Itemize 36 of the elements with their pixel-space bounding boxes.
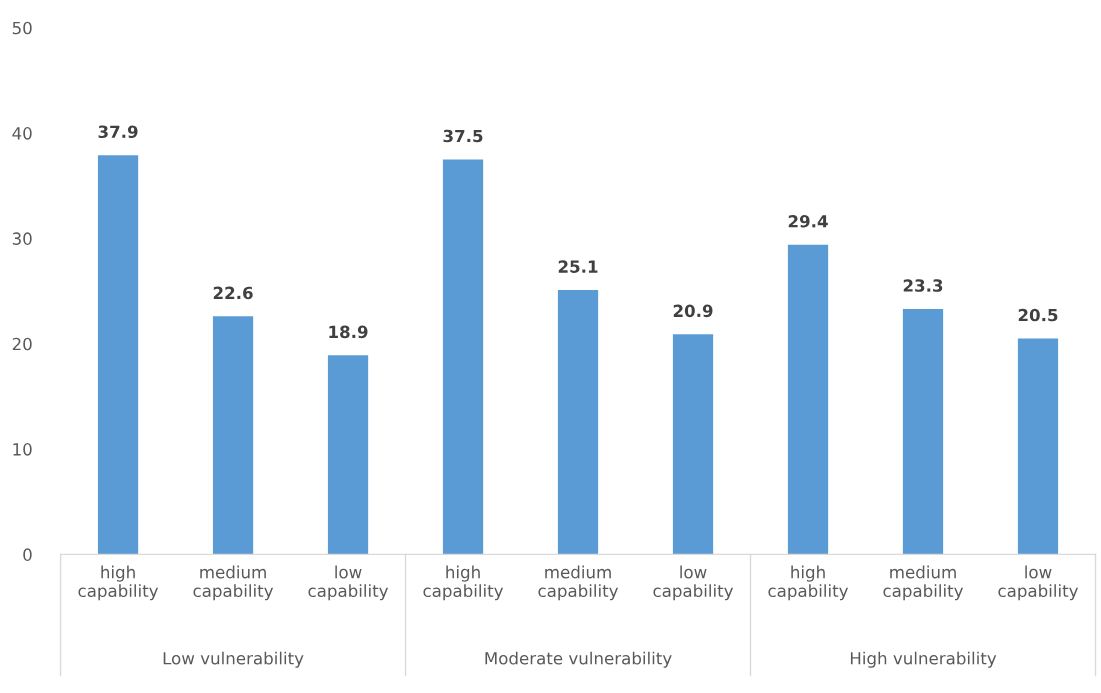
y-tick-label: 40: [12, 127, 32, 140]
data-label: 37.9: [98, 125, 138, 139]
y-tick-label: 50: [12, 21, 32, 35]
x-tick-label: medium capability: [538, 565, 619, 601]
bar: [97, 155, 139, 555]
data-label: 23.3: [903, 279, 943, 292]
x-tick-label: high capability: [78, 565, 159, 601]
text: High vulnerability: [850, 651, 997, 668]
text: Moderate vulnerability: [485, 651, 672, 668]
bar: [442, 159, 484, 555]
data-label: 37.5: [443, 129, 483, 143]
bar: [327, 355, 369, 555]
data-label: 20.9: [673, 304, 713, 318]
data-label: 22.6: [213, 286, 253, 300]
bar: [902, 308, 944, 555]
data-label: 29.4: [788, 214, 828, 228]
x-tick-label: low capability: [308, 565, 389, 601]
x-tick-label: high capability: [768, 565, 849, 601]
bar: [1017, 338, 1059, 555]
x-tick-label: high capability: [423, 565, 504, 601]
x-tick-label: medium capability: [883, 565, 964, 601]
data-label: 25.1: [558, 260, 598, 273]
data-label: 18.9: [329, 325, 368, 339]
bar: [672, 334, 714, 555]
bar: [557, 290, 599, 555]
y-tick-label: 10: [13, 443, 32, 456]
x-tick-label: low capability: [998, 565, 1079, 601]
y-tick-label: 30: [12, 232, 32, 245]
x-tick-label: low capability: [653, 565, 734, 601]
bar: [212, 316, 254, 555]
text: Low vulnerability: [163, 651, 304, 668]
y-tick-label: 20: [12, 337, 32, 351]
x-tick-label: medium capability: [193, 565, 274, 601]
data-label: 20.5: [1018, 308, 1058, 322]
y-tick-label: 0: [23, 548, 32, 561]
bar: [787, 244, 829, 555]
